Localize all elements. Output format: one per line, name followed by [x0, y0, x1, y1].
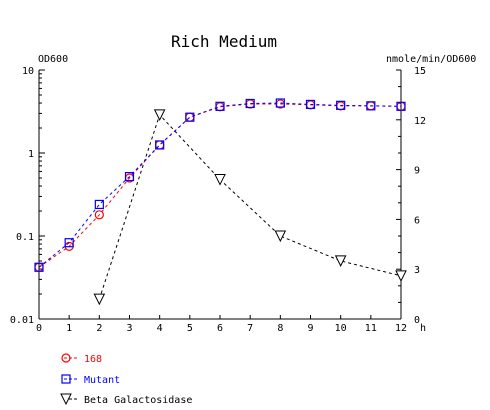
data-point — [305, 99, 316, 110]
series-beta-galactosidase — [93, 109, 407, 306]
data-point — [93, 293, 106, 306]
left-tick-label: 0.01 — [10, 315, 34, 326]
series-line — [38, 102, 402, 268]
right-tick-label: 9 — [414, 166, 420, 177]
legend-item: 168 — [61, 353, 102, 365]
left-axis-label: OD600 — [38, 54, 68, 65]
data-point — [94, 199, 104, 210]
data-point — [153, 109, 166, 121]
chart-title: Rich Medium — [171, 32, 277, 51]
legend-label: Beta Galactosidase — [84, 395, 192, 405]
x-tick-label: 9 — [307, 323, 313, 334]
x-tick-label: 6 — [217, 323, 223, 334]
right-tick-label: 15 — [414, 66, 426, 77]
data-point — [155, 140, 165, 150]
x-tick-label: 1 — [66, 323, 72, 334]
data-point — [275, 98, 285, 108]
data-point — [185, 112, 195, 122]
legend-label: 168 — [84, 354, 102, 365]
left-tick-label: 10 — [22, 66, 34, 77]
axes-group — [38, 70, 402, 320]
x-tick-label: 5 — [187, 323, 193, 334]
legend-marker — [60, 393, 72, 406]
series-layer — [34, 98, 407, 306]
data-point — [215, 101, 225, 111]
x-axis-unit-label: h — [420, 323, 426, 334]
x-tick-label: 8 — [277, 323, 283, 334]
data-point — [396, 101, 406, 111]
data-point — [274, 230, 287, 243]
data-point — [366, 101, 376, 111]
series-mutant — [34, 98, 406, 272]
right-axis-label: nmole/min/OD600 — [386, 54, 476, 65]
x-tick-label: 3 — [126, 323, 132, 334]
x-tick-label: 10 — [335, 323, 347, 334]
data-point — [395, 270, 407, 282]
left-tick-label: 1 — [28, 149, 34, 160]
legend-item: Beta Galactosidase — [60, 393, 192, 406]
data-point — [185, 112, 195, 122]
legend-label: Mutant — [84, 375, 120, 386]
data-point — [245, 98, 255, 109]
x-tick-label: 11 — [365, 323, 377, 334]
left-tick-label: 0.1 — [16, 232, 34, 243]
series-line — [98, 113, 402, 300]
x-tick-label: 12 — [395, 323, 407, 334]
data-point — [336, 100, 346, 110]
right-tick-label: 6 — [414, 215, 420, 226]
x-tick-label: 4 — [157, 323, 163, 334]
data-point — [124, 171, 135, 182]
right-tick-label: 12 — [414, 116, 426, 127]
data-point — [214, 174, 226, 186]
data-point — [94, 210, 104, 220]
right-tick-label: 3 — [414, 265, 420, 276]
x-tick-label: 2 — [96, 323, 102, 334]
legend: 168 Mutant Beta Galactosidase — [60, 353, 192, 406]
data-point — [34, 262, 44, 272]
legend-marker — [61, 374, 71, 384]
legend-item: Mutant — [61, 374, 120, 386]
x-tick-label: 0 — [36, 323, 42, 334]
x-tick-label: 7 — [247, 323, 253, 334]
data-point — [64, 238, 74, 248]
data-point — [334, 255, 347, 268]
right-tick-label: 0 — [414, 315, 420, 326]
legend-marker — [61, 353, 71, 363]
